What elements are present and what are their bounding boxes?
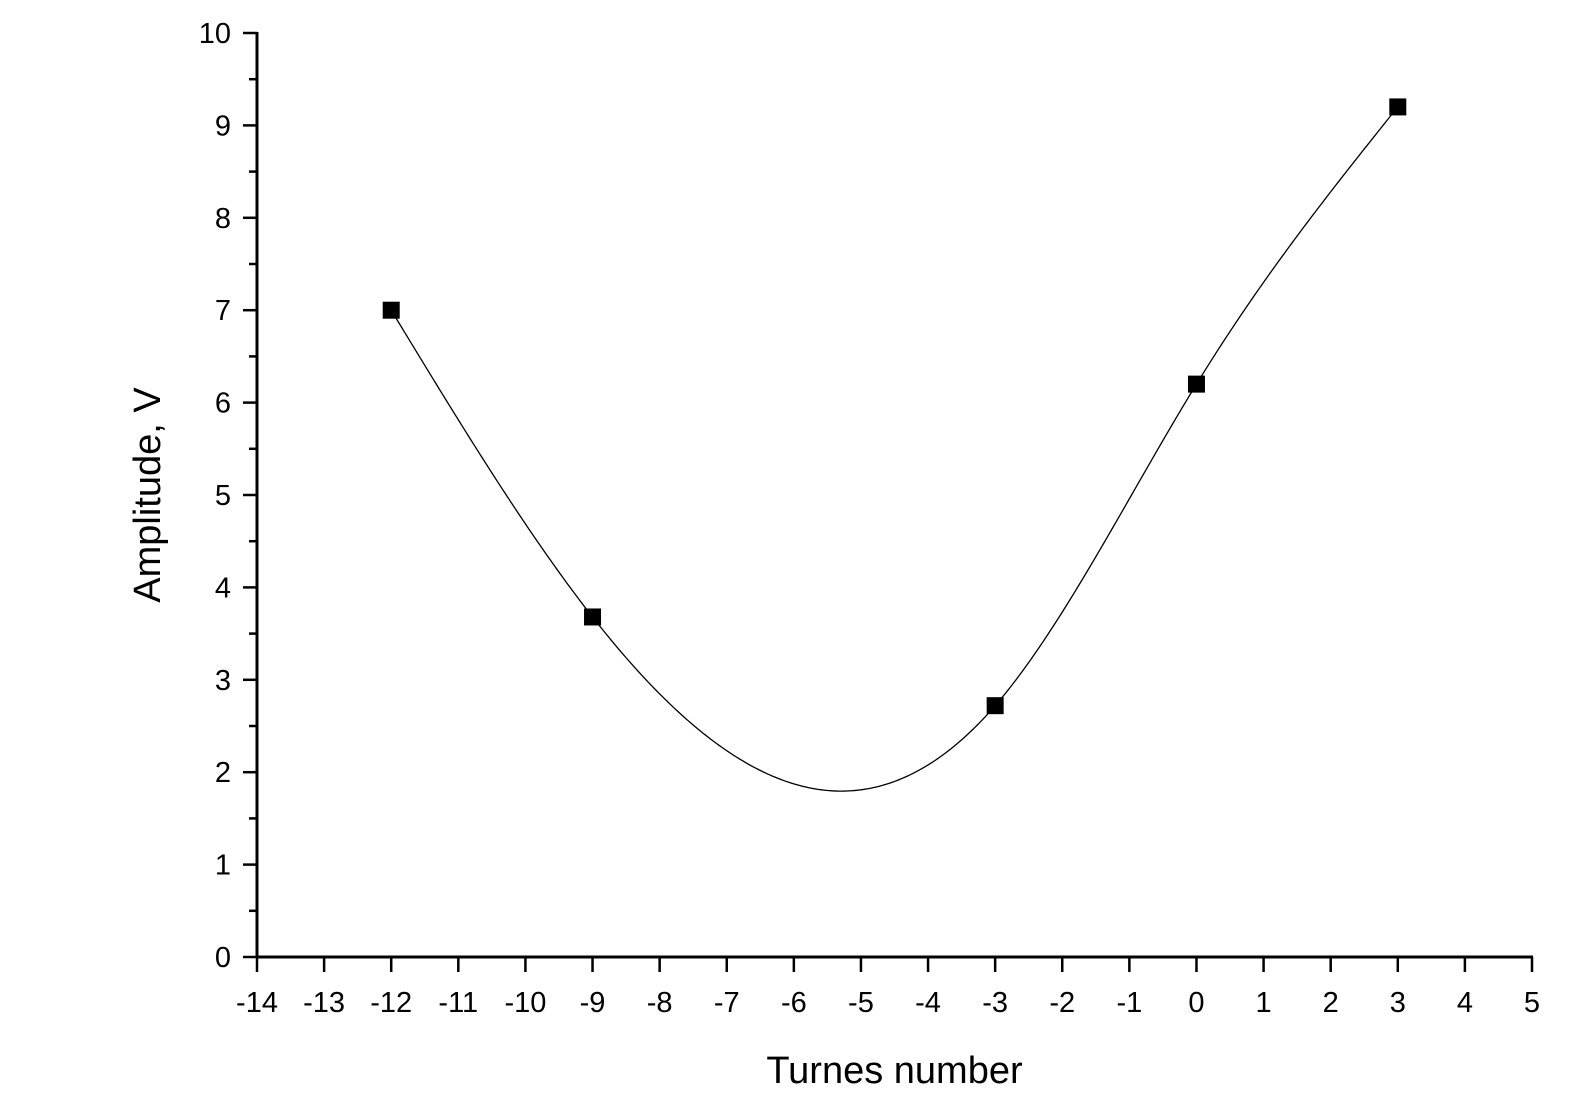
fit-curve-layer (390, 106, 1399, 792)
x-tick-label: 2 (1323, 987, 1339, 1019)
x-tick-label: -14 (236, 987, 278, 1019)
x-tick-label: -5 (848, 987, 874, 1019)
x-tick-label: -1 (1116, 987, 1142, 1019)
x-tick-label: -8 (647, 987, 673, 1019)
x-axis-title: Turnes number (766, 1050, 1023, 1092)
x-tick-label: -4 (915, 987, 941, 1019)
data-point-marker (986, 697, 1004, 715)
x-tick-label: -7 (714, 987, 740, 1019)
x-tick-label: -9 (580, 987, 606, 1019)
x-tick-label: -6 (781, 987, 807, 1019)
y-tick-label: 5 (215, 480, 231, 512)
fit-curve (390, 106, 1399, 792)
data-point-marker (1187, 375, 1205, 393)
x-tick-label: -10 (504, 987, 546, 1019)
y-tick-label: 1 (215, 850, 231, 882)
data-point-marker (1389, 98, 1407, 116)
y-tick-label: 2 (215, 757, 231, 789)
x-tick-label: -2 (1049, 987, 1075, 1019)
x-tick-label: -12 (370, 987, 412, 1019)
data-point-marker (584, 608, 602, 626)
x-tick-label: 1 (1256, 987, 1272, 1019)
y-tick-label: 7 (215, 295, 231, 327)
y-tick-label: 4 (215, 572, 231, 604)
x-tick-label: 5 (1524, 987, 1540, 1019)
axes: -14 -13 -12 -11 -10 -9 -8 -7 -6 -5 -4 -3 -2 -1 0 1 2 3 4 50… (199, 18, 1540, 1019)
data-point-marker (382, 301, 400, 319)
data-points (382, 98, 1407, 715)
y-tick-label: 9 (215, 110, 231, 142)
y-tick-label: 0 (215, 942, 231, 974)
x-tick-label: 3 (1390, 987, 1406, 1019)
y-axis-title: Amplitude, V (127, 387, 169, 603)
x-tick-label: 0 (1188, 987, 1204, 1019)
y-tick-label: 10 (199, 18, 231, 50)
x-tick-label: -11 (438, 987, 478, 1019)
y-tick-label: 3 (215, 665, 231, 697)
x-tick-label: 4 (1457, 987, 1473, 1019)
x-tick-label: -3 (982, 987, 1008, 1019)
x-tick-label: -13 (303, 987, 345, 1019)
y-tick-label: 8 (215, 203, 231, 235)
y-tick-label: 6 (215, 388, 231, 420)
